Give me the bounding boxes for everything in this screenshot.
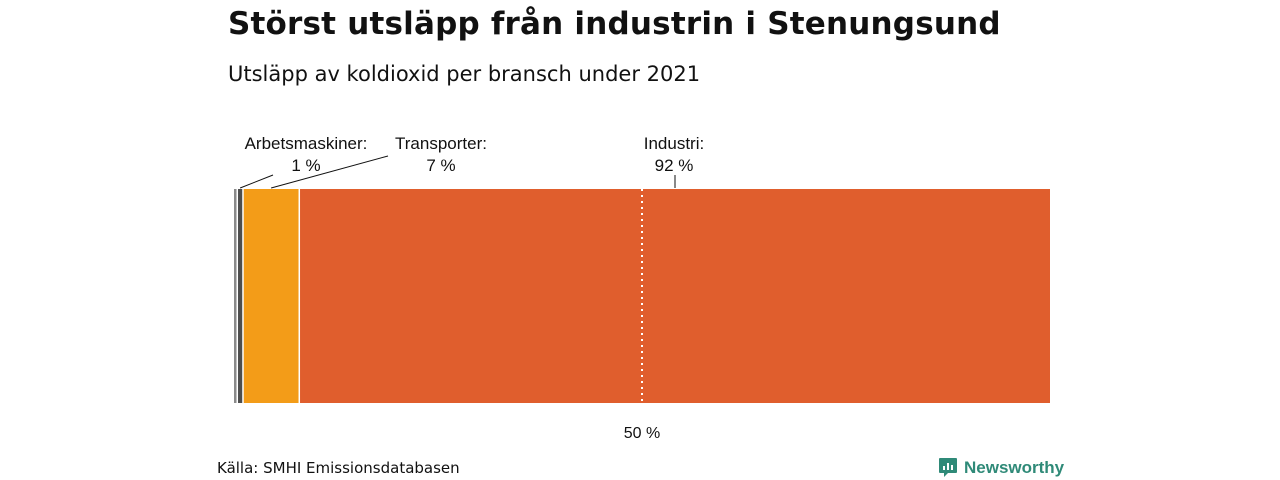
bar-segment-4 <box>299 189 1050 403</box>
segment-label-name-1: Arbetsmaskiner: <box>245 134 368 153</box>
stacked-bar-chart: 50 % Arbetsmaskiner: 1 % Transporter: 7 % Ind… <box>234 134 1050 442</box>
bar-segment-1 <box>234 189 238 403</box>
segment-label-name-3: Industri: <box>644 134 704 153</box>
chart-subtitle: Utsläpp av koldioxid per bransch under 2… <box>228 62 701 86</box>
reference-line-label: 50 % <box>624 425 660 442</box>
segment-label-name-2: Transporter: <box>395 134 487 153</box>
bar-segment-2 <box>237 189 243 403</box>
leader-line-1 <box>239 174 274 189</box>
newsworthy-logo-icon <box>939 458 957 477</box>
leader-line-2 <box>270 155 389 189</box>
chart-title: Störst utsläpp från industrin i Stenungs… <box>228 6 1001 42</box>
logo-text: Newsworthy <box>964 458 1065 477</box>
newsworthy-logo: Newsworthy <box>938 457 1064 479</box>
segment-label-value-1: 1 % <box>291 156 320 175</box>
segment-label-value-3: 92 % <box>655 156 694 175</box>
source-note: Källa: SMHI Emissionsdatabasen <box>217 459 460 477</box>
segment-label-value-2: 7 % <box>426 156 455 175</box>
bar-segment-3 <box>242 189 300 403</box>
